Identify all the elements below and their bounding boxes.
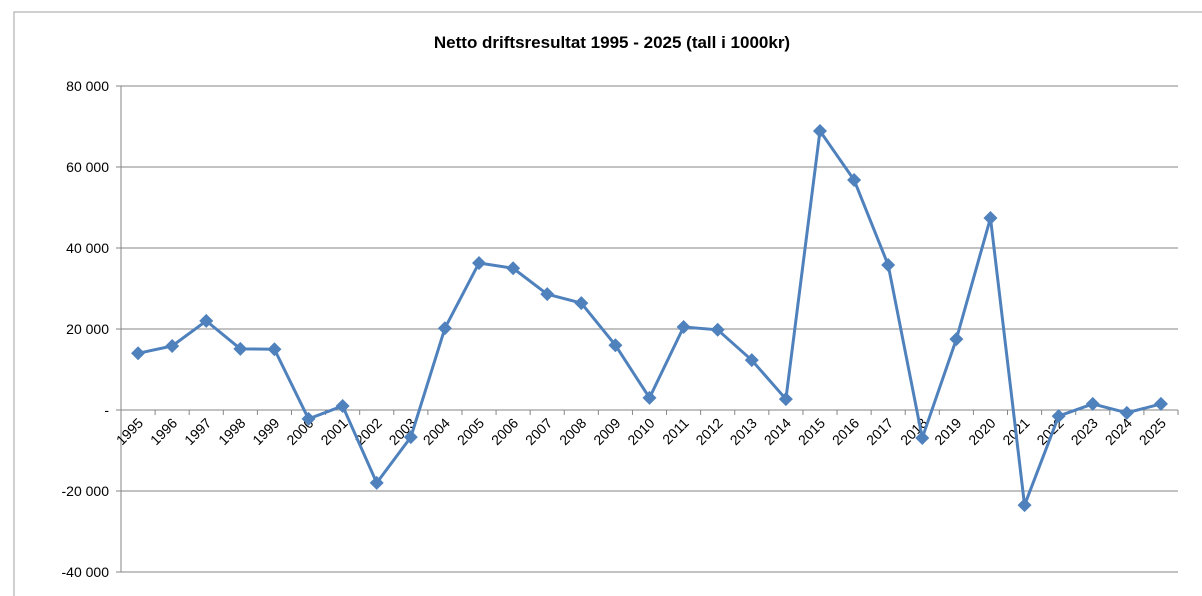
marker xyxy=(403,430,418,445)
marker xyxy=(1017,498,1032,513)
marker xyxy=(983,211,998,226)
y-tick-label: 60 000 xyxy=(66,159,109,175)
marker xyxy=(472,255,487,270)
marker xyxy=(642,390,657,405)
marker xyxy=(506,261,521,276)
y-tick-label: 80 000 xyxy=(66,78,109,94)
marker xyxy=(233,341,248,356)
marker xyxy=(847,172,862,187)
y-tick-label: -20 000 xyxy=(62,483,110,499)
chart-title: Netto driftsresultat 1995 - 2025 (tall i… xyxy=(434,33,790,52)
marker xyxy=(369,475,384,490)
marker xyxy=(1085,396,1100,411)
marker xyxy=(1119,405,1134,420)
marker xyxy=(812,123,827,138)
marker xyxy=(676,319,691,334)
marker xyxy=(915,430,930,445)
marker xyxy=(131,346,146,361)
marker xyxy=(540,287,555,302)
marker xyxy=(778,392,793,407)
marker xyxy=(1051,409,1066,424)
marker xyxy=(335,398,350,413)
marker xyxy=(165,339,180,354)
marker xyxy=(608,338,623,353)
marker xyxy=(301,411,316,426)
y-tick-label: -40 000 xyxy=(62,564,110,580)
marker xyxy=(710,322,725,337)
marker xyxy=(1153,396,1168,411)
chart-frame xyxy=(13,11,1202,596)
y-tick-label: 20 000 xyxy=(66,321,109,337)
y-tick-label: - xyxy=(104,402,109,418)
marker xyxy=(744,353,759,368)
marker xyxy=(437,321,452,336)
marker xyxy=(267,342,282,357)
marker xyxy=(199,313,214,328)
marker xyxy=(574,296,589,311)
marker xyxy=(949,332,964,347)
y-tick-label: 40 000 xyxy=(66,240,109,256)
marker xyxy=(881,258,896,273)
